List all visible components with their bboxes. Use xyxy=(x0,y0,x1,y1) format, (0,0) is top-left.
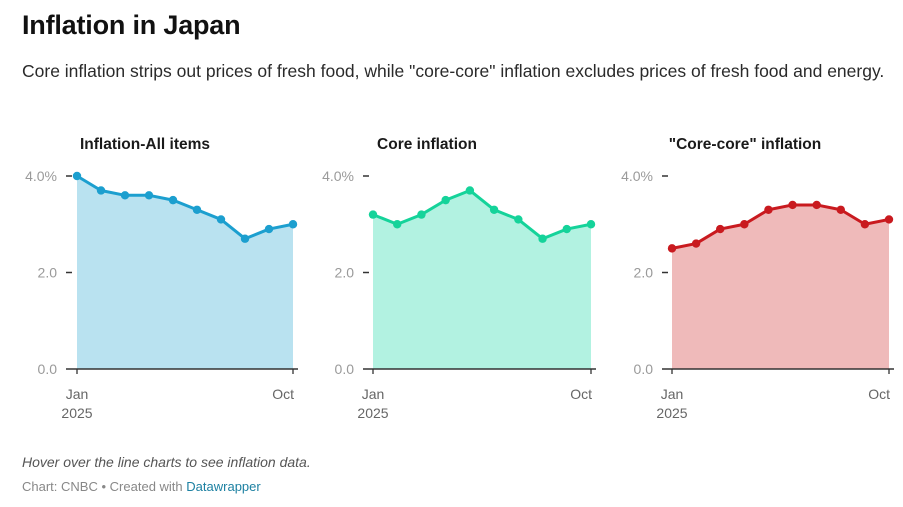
y-tick-label: 4.0% xyxy=(25,168,57,184)
chart-source: Chart: CNBC • Created with Datawrapper xyxy=(22,479,261,494)
data-point[interactable] xyxy=(667,244,677,253)
chart-all-items[interactable]: 0.0 2.0 4.0% Jan 2025 Oct xyxy=(25,168,298,421)
page-title: Inflation in Japan xyxy=(22,10,241,40)
series-line xyxy=(671,203,890,250)
data-point[interactable] xyxy=(393,220,402,229)
data-point[interactable] xyxy=(586,220,596,229)
chart-core-core-inflation[interactable]: 0.0 2.0 4.0% Jan 2025 Oct xyxy=(621,168,894,421)
data-point[interactable] xyxy=(514,215,523,224)
y-tick-label: 0.0 xyxy=(38,361,58,377)
data-point[interactable] xyxy=(216,215,226,224)
data-point[interactable] xyxy=(168,195,178,205)
series-line xyxy=(372,188,592,241)
data-point[interactable] xyxy=(764,205,773,214)
chart-core-inflation[interactable]: 0.0 2.0 4.0% Jan 2025 Oct xyxy=(322,168,596,421)
source-separator: • xyxy=(101,479,107,494)
data-point[interactable] xyxy=(691,239,701,248)
data-point[interactable] xyxy=(144,191,154,200)
page-subtitle: Core inflation strips out prices of fres… xyxy=(22,61,885,81)
data-point[interactable] xyxy=(489,205,499,214)
data-point[interactable] xyxy=(716,224,725,234)
area-fill xyxy=(77,176,293,369)
data-point[interactable] xyxy=(860,220,870,229)
data-point[interactable] xyxy=(465,186,475,195)
source-prefix: Chart: CNBC xyxy=(22,479,98,494)
data-point[interactable] xyxy=(562,224,571,234)
area-fill xyxy=(373,190,591,369)
y-tick-label: 2.0 xyxy=(38,265,58,281)
y-tick-label: 2.0 xyxy=(335,265,355,281)
data-point[interactable] xyxy=(120,191,130,200)
datawrapper-link[interactable]: Datawrapper xyxy=(186,479,261,494)
data-point[interactable] xyxy=(264,224,274,234)
y-tick-label: 0.0 xyxy=(335,361,355,377)
area-fill xyxy=(672,204,889,369)
data-point[interactable] xyxy=(240,234,250,243)
series-line xyxy=(76,174,294,241)
data-point[interactable] xyxy=(740,220,749,229)
x-tick-sublabel: 2025 xyxy=(357,405,388,421)
y-tick-label: 4.0% xyxy=(621,168,653,184)
data-point[interactable] xyxy=(417,210,426,219)
x-tick-label: Jan xyxy=(661,386,684,402)
y-tick-label: 2.0 xyxy=(634,265,654,281)
data-point[interactable] xyxy=(538,234,547,243)
created-with-text: Created with xyxy=(109,479,183,494)
x-tick-sublabel: 2025 xyxy=(656,405,687,421)
x-tick-label: Oct xyxy=(272,386,294,402)
data-point[interactable] xyxy=(836,205,845,214)
chart-title-all-items: Inflation-All items xyxy=(79,136,211,153)
data-point[interactable] xyxy=(368,210,378,219)
data-point[interactable] xyxy=(788,200,797,210)
data-point[interactable] xyxy=(441,195,450,205)
y-tick-label: 0.0 xyxy=(634,361,654,377)
data-point[interactable] xyxy=(812,200,821,210)
x-tick-label: Jan xyxy=(66,386,89,402)
data-point[interactable] xyxy=(288,220,298,229)
x-tick-sublabel: 2025 xyxy=(61,405,92,421)
chart-title-core: Core inflation xyxy=(377,136,477,153)
x-tick-label: Oct xyxy=(570,386,592,402)
data-point[interactable] xyxy=(96,186,106,195)
data-point[interactable] xyxy=(884,215,894,224)
x-tick-label: Oct xyxy=(868,386,890,402)
data-point[interactable] xyxy=(72,171,82,181)
y-tick-label: 4.0% xyxy=(322,168,354,184)
data-point[interactable] xyxy=(192,205,202,214)
chart-notes: Hover over the line charts to see inflat… xyxy=(22,454,311,470)
chart-title-core-core: "Core-core" inflation xyxy=(668,136,822,153)
x-tick-label: Jan xyxy=(362,386,385,402)
